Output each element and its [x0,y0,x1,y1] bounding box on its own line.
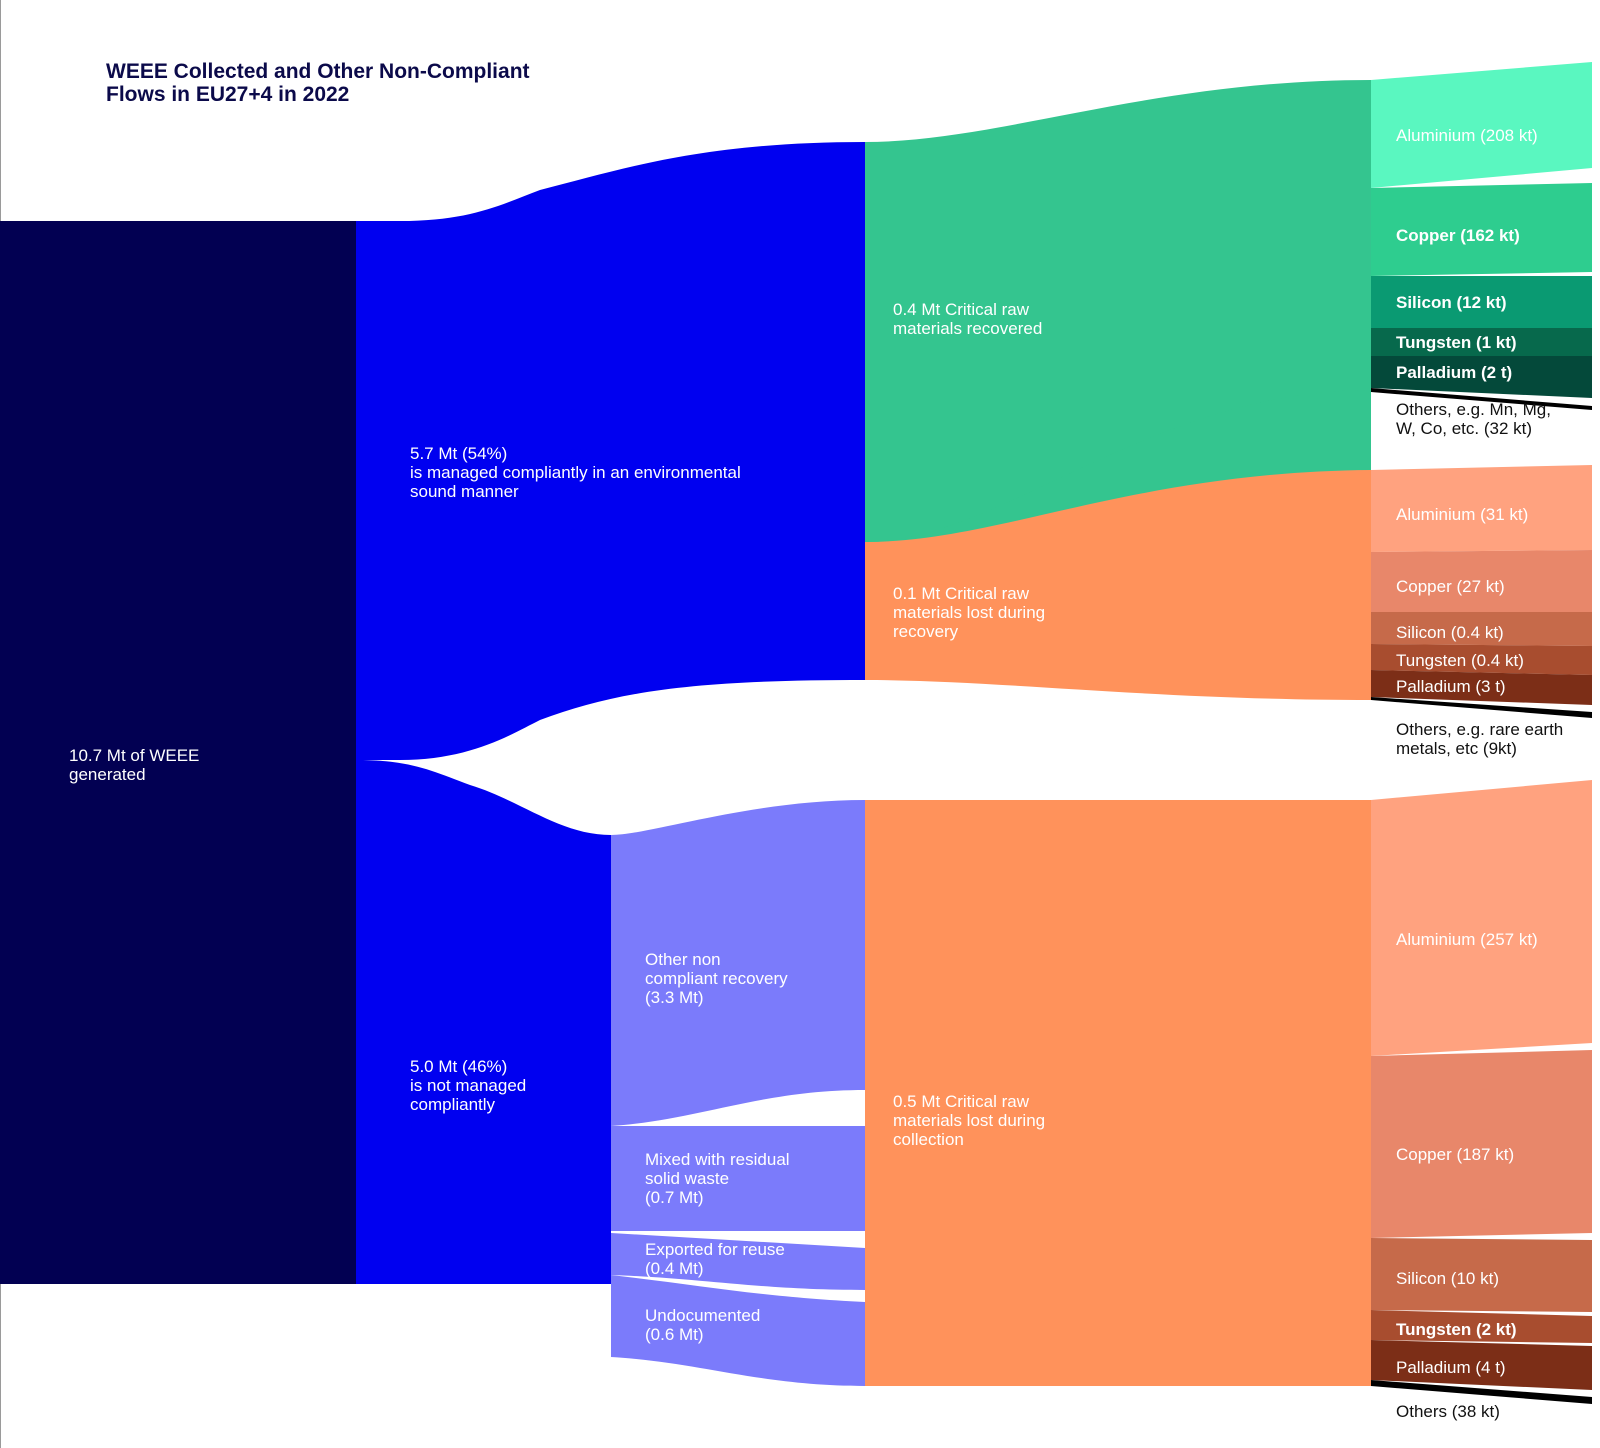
label-recovered-aluminium: Aluminium (208 kt) [1396,126,1538,145]
label-crm-recovered-line-2: materials recovered [893,319,1043,338]
label-lost-collection-tungsten: Tungsten (2 kt) [1396,1320,1517,1339]
label-recovered-others: Others, e.g. Mn, Mg, W, Co, etc. (32 kt) [1396,400,1551,438]
title-line-1: WEEE Collected and Other Non-Compliant [106,60,530,83]
label-recovered-copper: Copper (162 kt) [1396,226,1520,245]
label-lost-recovery-others-line-1: Others, e.g. rare earth [1396,720,1564,739]
label-lost-recovery-palladium: Palladium (3 t) [1396,677,1506,696]
title-line-2: Flows in EU27+4 in 2022 [106,83,350,106]
label-lost-recovery-aluminium: Aluminium (31 kt) [1396,505,1529,524]
material-recovered-others [1371,388,1592,410]
material-lost-collection-aluminium [1371,780,1592,1056]
label-exported-reuse-line-2: (0.4 Mt) [645,1259,704,1278]
flow-non-compliant [356,760,611,1357]
label-non-compliant-line-3: compliantly [410,1095,496,1114]
label-other-recovery-line-2: compliant recovery [645,969,788,988]
material-recovered-palladium [1371,356,1592,398]
label-lost-collection-copper: Copper (187 kt) [1396,1145,1515,1164]
label-mixed-residual-line-2: solid waste [645,1169,730,1188]
material-lost-collection-others [1371,1380,1592,1404]
label-mixed-residual-line-1: Mixed with residual [645,1150,790,1169]
label-crm-recovered: 0.4 Mt Critical raw materials recovered [893,300,1042,338]
label-recovered-tungsten: Tungsten (1 kt) [1396,333,1517,352]
material-recovered-silicon [1371,276,1592,328]
material-recovered-tungsten [1371,328,1592,356]
label-crm-lost-collection-line-1: 0.5 Mt Critical raw [893,1092,1030,1111]
node-mixed-residual [611,1126,865,1231]
label-compliant: 5.7 Mt (54%) is managed compliantly in a… [410,444,741,501]
label-lost-recovery-others-line-2: metals, etc (9kt) [1396,739,1517,758]
label-other-recovery-line-3: (3.3 Mt) [645,988,704,1007]
label-mixed-residual: Mixed with residual solid waste (0.7 Mt) [645,1150,790,1207]
material-lost-collection-copper [1371,1050,1592,1238]
label-lost-recovery-silicon: Silicon (0.4 kt) [1396,623,1504,642]
label-crm-lost-collection: 0.5 Mt Critical raw materials lost durin… [893,1092,1045,1149]
node-crm-lost-collection [865,800,1371,1386]
label-compliant-line-2: is managed compliantly in an environment… [410,463,741,482]
node-non-compliant-branch [611,800,865,1126]
material-lost-recovery-palladium [1371,670,1592,705]
flow-compliant [356,142,865,760]
node-crm-lost-recovery [865,470,1371,700]
material-lost-collection-silicon [1371,1238,1592,1312]
material-lost-collection-palladium [1371,1340,1592,1390]
label-undocumented: Undocumented (0.6 Mt) [645,1306,760,1344]
label-lost-collection-palladium: Palladium (4 t) [1396,1358,1506,1377]
label-undocumented-line-1: Undocumented [645,1306,761,1325]
material-lost-recovery-tungsten [1371,644,1592,675]
label-crm-lost-recovery: 0.1 Mt Critical raw materials lost durin… [893,584,1045,641]
label-exported-reuse: Exported for reuse (0.4 Mt) [645,1240,785,1278]
material-lost-recovery-others [1371,697,1592,718]
label-crm-lost-recovery-line-1: 0.1 Mt Critical raw [893,584,1030,603]
label-lost-recovery-tungsten: Tungsten (0.4 kt) [1396,651,1524,670]
material-lost-recovery-copper [1371,550,1592,612]
label-lost-recovery-copper: Copper (27 kt) [1396,577,1505,596]
label-compliant-line-3: sound manner [410,482,519,501]
material-lost-collection-tungsten [1371,1310,1592,1343]
label-recovered-palladium: Palladium (2 t) [1396,363,1513,382]
label-recovered-others-line-2: W, Co, etc. (32 kt) [1396,419,1533,438]
node-generated [0,221,358,1284]
node-undocumented [611,1275,865,1386]
label-other-recovery: Other non compliant recovery (3.3 Mt) [645,950,788,1007]
material-recovered-aluminium [1371,62,1592,188]
node-exported-reuse [611,1233,865,1290]
label-recovered-silicon: Silicon (12 kt) [1396,293,1507,312]
label-crm-lost-collection-line-2: materials lost during [893,1111,1046,1130]
label-lost-collection-silicon: Silicon (10 kt) [1396,1269,1499,1288]
label-crm-lost-recovery-line-2: materials lost during [893,603,1046,622]
label-exported-reuse-line-1: Exported for reuse [645,1240,785,1259]
diagram-title: WEEE Collected and Other Non-Compliant F… [106,60,530,106]
material-lost-recovery-aluminium [1371,465,1592,552]
label-non-compliant-line-1: 5.0 Mt (46%) [410,1057,508,1076]
label-lost-collection-others: Others (38 kt) [1396,1402,1500,1421]
label-generated-line-2: generated [69,765,146,784]
label-compliant-line-1: 5.7 Mt (54%) [410,444,508,463]
label-lost-collection-aluminium: Aluminium (257 kt) [1396,930,1538,949]
label-generated: 10.7 Mt of WEEE generated [69,746,199,784]
label-crm-lost-recovery-line-3: recovery [893,622,959,641]
label-generated-line-1: 10.7 Mt of WEEE [69,746,200,765]
label-other-recovery-line-1: Other non [645,950,721,969]
label-non-compliant-line-2: is not managed [410,1076,527,1095]
label-undocumented-line-2: (0.6 Mt) [645,1325,704,1344]
label-mixed-residual-line-3: (0.7 Mt) [645,1188,704,1207]
label-crm-recovered-line-1: 0.4 Mt Critical raw [893,300,1030,319]
material-recovered-copper [1371,183,1592,276]
label-lost-recovery-others: Others, e.g. rare earth metals, etc (9kt… [1396,720,1563,758]
node-crm-recovered-fan [865,80,1371,542]
material-lost-recovery-silicon [1371,612,1592,646]
label-non-compliant: 5.0 Mt (46%) is not managed compliantly [410,1057,526,1114]
label-crm-lost-collection-line-3: collection [893,1130,964,1149]
label-recovered-others-line-1: Others, e.g. Mn, Mg, [1396,400,1551,419]
